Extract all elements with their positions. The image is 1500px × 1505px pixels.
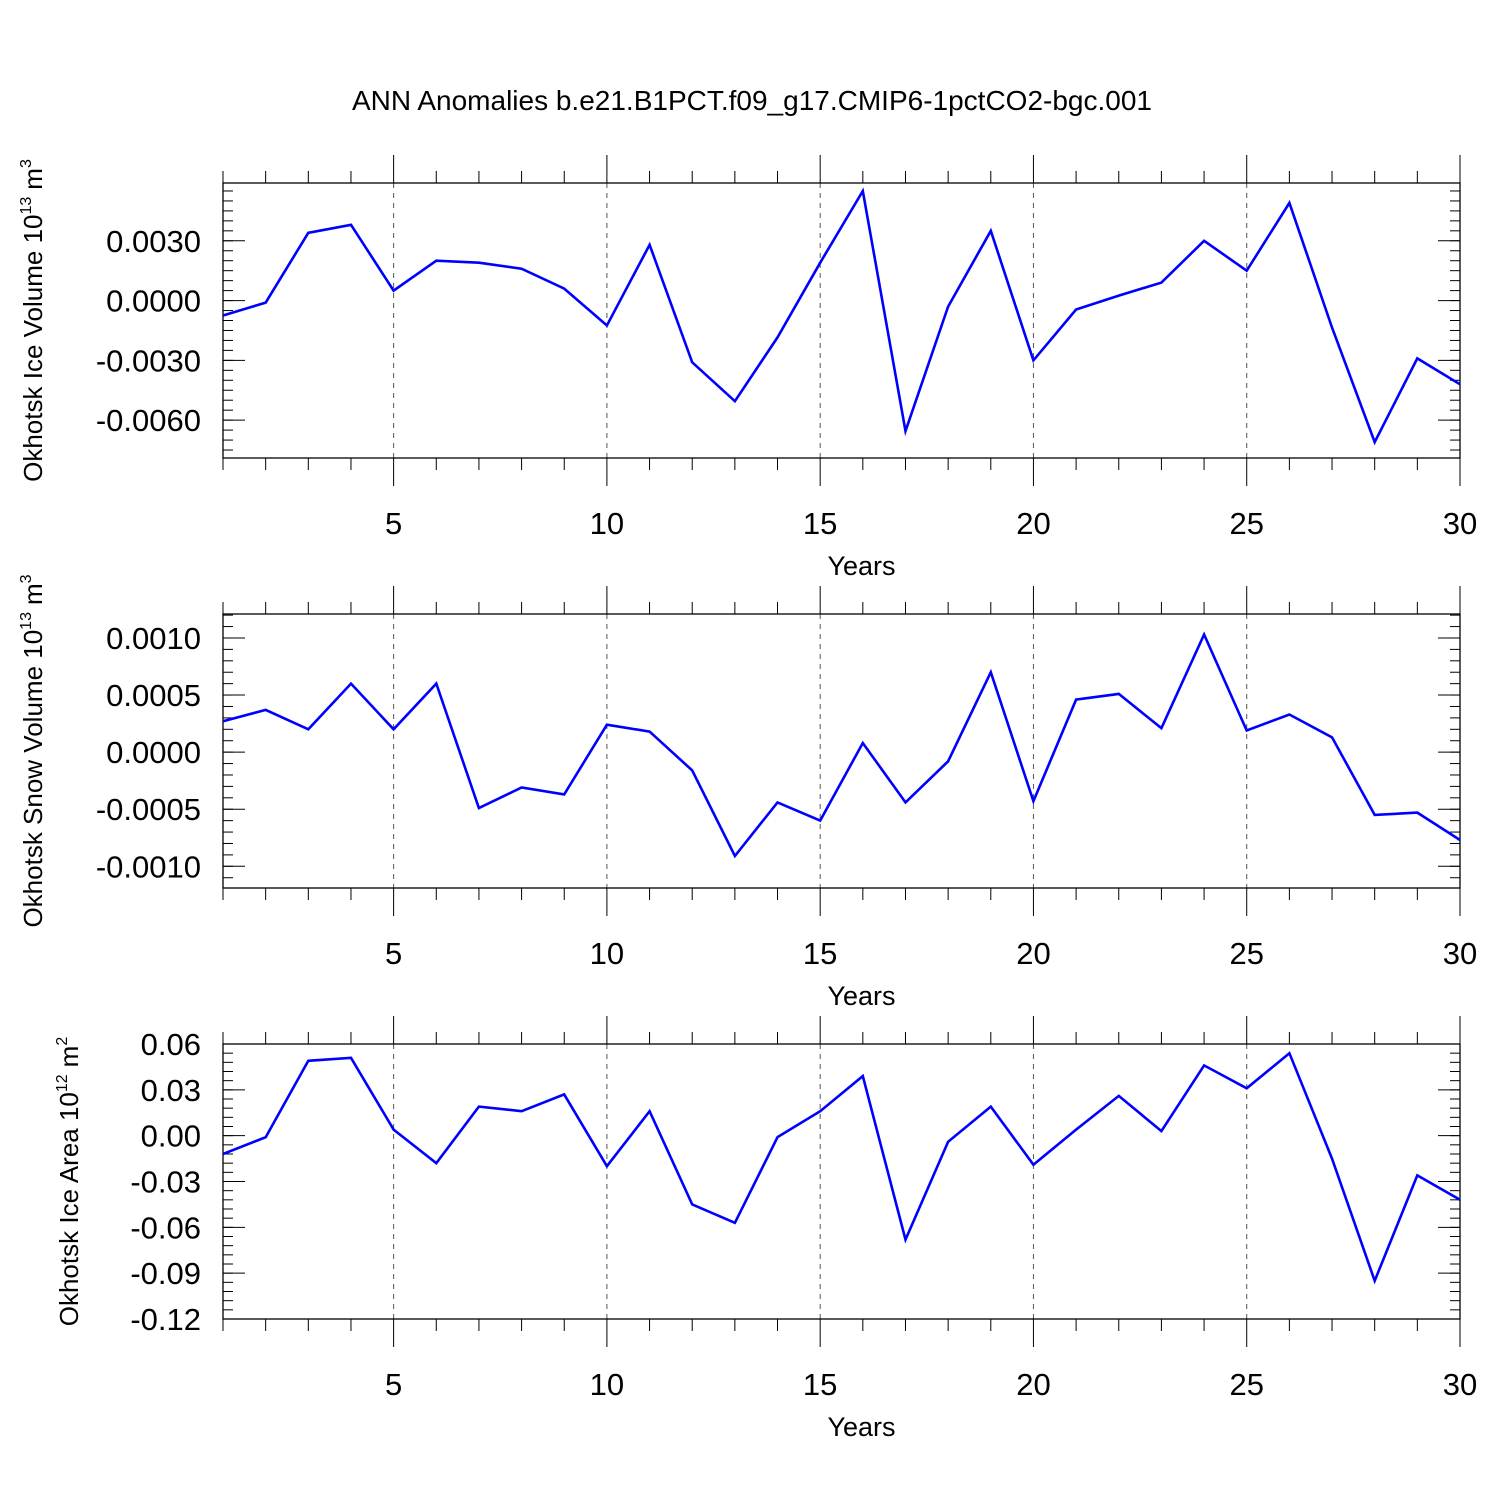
y-axis-label-exponent: 13 — [18, 612, 35, 630]
y-axis-label-exponent: 12 — [54, 1074, 71, 1092]
x-axis-label: Years — [827, 1412, 895, 1442]
y-axis-label-main: Okhotsk Ice Area 10 — [54, 1092, 84, 1326]
x-tick-label: 15 — [803, 506, 837, 541]
x-tick-label: 30 — [1443, 936, 1477, 971]
y-tick-label: -0.0060 — [96, 403, 201, 438]
panel-2: 5 10 15 20 25 30 Years 0.0010 0.0005 0.0000 -0.000… — [18, 574, 1477, 1011]
y-tick-label: 0.0000 — [106, 284, 201, 319]
x-tick-label: 5 — [385, 506, 402, 541]
y-tick-label: -0.09 — [130, 1256, 201, 1291]
x-tick-label: 30 — [1443, 506, 1477, 541]
y-tick-label: 0.0010 — [106, 621, 201, 656]
x-tick-label: 5 — [385, 936, 402, 971]
y-tick-label: 0.00 — [141, 1119, 201, 1154]
panel-1: 5 10 15 20 25 30 Years 0.0030 0.0000 -0.0030 -0.00… — [18, 155, 1477, 581]
series-line — [222, 1051, 1461, 1285]
x-tick-label: 20 — [1016, 936, 1050, 971]
y-axis-label-unit-exponent: 3 — [18, 159, 35, 168]
x-tick-label: 15 — [803, 936, 837, 971]
y-tick-label: -0.06 — [130, 1210, 201, 1245]
y-tick-label: 0.03 — [141, 1073, 201, 1108]
y-tick-label: 0.0000 — [106, 735, 201, 770]
x-tick-label: 25 — [1229, 936, 1263, 971]
y-tick-label: 0.0005 — [106, 678, 201, 713]
y-tick-label: -0.0030 — [96, 343, 201, 378]
y-axis-label: Okhotsk Ice Area 1012 m2 — [54, 1037, 84, 1327]
y-axis-label: Okhotsk Snow Volume 1013 m3 — [18, 574, 48, 927]
series-line — [222, 187, 1461, 446]
x-tick-label: 10 — [590, 936, 624, 971]
figure-title: ANN Anomalies b.e21.B1PCT.f09_g17.CMIP6-… — [352, 85, 1152, 116]
series-line — [222, 631, 1461, 859]
panel-3: 5 10 15 20 25 30 Years 0.06 0.03 0.00 -0.03 -0.06 -0… — [54, 1016, 1477, 1442]
x-tick-label: 10 — [590, 1367, 624, 1402]
x-tick-label: 30 — [1443, 1367, 1477, 1402]
y-tick-label: -0.0005 — [96, 792, 201, 827]
x-tick-label: 20 — [1016, 1367, 1050, 1402]
y-axis-label-exponent: 13 — [18, 197, 35, 215]
y-axis-label-unit: m — [54, 1046, 84, 1068]
y-axis-label-main: Okhotsk Ice Volume 10 — [18, 215, 48, 482]
y-axis-label-main: Okhotsk Snow Volume 10 — [18, 630, 48, 928]
y-axis-label-unit: m — [18, 168, 48, 190]
y-tick-label: -0.0010 — [96, 849, 201, 884]
y-tick-label: -0.03 — [130, 1165, 201, 1200]
y-tick-label: -0.12 — [130, 1302, 201, 1337]
x-axis-label: Years — [827, 981, 895, 1011]
x-tick-label: 25 — [1229, 506, 1263, 541]
x-tick-label: 20 — [1016, 506, 1050, 541]
x-axis-label: Years — [827, 551, 895, 581]
x-tick-label: 5 — [385, 1367, 402, 1402]
x-tick-label: 10 — [590, 506, 624, 541]
plot-frame — [222, 613, 1461, 889]
plot-frame — [222, 1043, 1461, 1320]
y-axis-label: Okhotsk Ice Volume 1013 m3 — [18, 159, 48, 482]
y-axis-label-unit-exponent: 3 — [18, 574, 35, 583]
y-tick-label: 0.06 — [141, 1027, 201, 1062]
x-tick-label: 25 — [1229, 1367, 1263, 1402]
x-tick-label: 15 — [803, 1367, 837, 1402]
y-axis-label-unit: m — [18, 583, 48, 605]
y-axis-label-unit-exponent: 2 — [54, 1037, 71, 1046]
y-tick-label: 0.0030 — [106, 224, 201, 259]
